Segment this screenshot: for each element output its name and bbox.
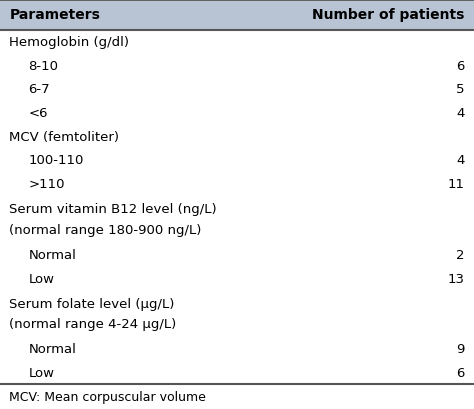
Text: 11: 11 — [447, 178, 465, 191]
Text: >110: >110 — [28, 178, 65, 191]
Text: (normal range 180-900 ng/L): (normal range 180-900 ng/L) — [9, 223, 202, 236]
Text: 8-10: 8-10 — [28, 60, 58, 72]
Text: Number of patients: Number of patients — [312, 8, 465, 22]
Text: 100-110: 100-110 — [28, 154, 84, 167]
Text: MCV (femtoliter): MCV (femtoliter) — [9, 130, 119, 143]
Bar — [0, 0, 474, 31]
Text: (normal range 4-24 μg/L): (normal range 4-24 μg/L) — [9, 318, 177, 330]
Text: 6-7: 6-7 — [28, 83, 50, 96]
Text: Low: Low — [28, 272, 55, 285]
Text: Normal: Normal — [28, 248, 76, 261]
Text: 5: 5 — [456, 83, 465, 96]
Text: Serum folate level (μg/L): Serum folate level (μg/L) — [9, 297, 175, 310]
Text: Normal: Normal — [28, 343, 76, 355]
Text: 13: 13 — [447, 272, 465, 285]
Text: <6: <6 — [28, 107, 48, 120]
Text: 6: 6 — [456, 60, 465, 72]
Text: Serum vitamin B12 level (ng/L): Serum vitamin B12 level (ng/L) — [9, 202, 217, 216]
Text: Parameters: Parameters — [9, 8, 100, 22]
Text: 4: 4 — [456, 154, 465, 167]
Text: 4: 4 — [456, 107, 465, 120]
Text: 2: 2 — [456, 248, 465, 261]
Text: 6: 6 — [456, 366, 465, 379]
Text: 9: 9 — [456, 343, 465, 355]
Text: MCV: Mean corpuscular volume: MCV: Mean corpuscular volume — [9, 390, 206, 403]
Text: Hemoglobin (g/dl): Hemoglobin (g/dl) — [9, 36, 129, 49]
Text: Low: Low — [28, 366, 55, 379]
